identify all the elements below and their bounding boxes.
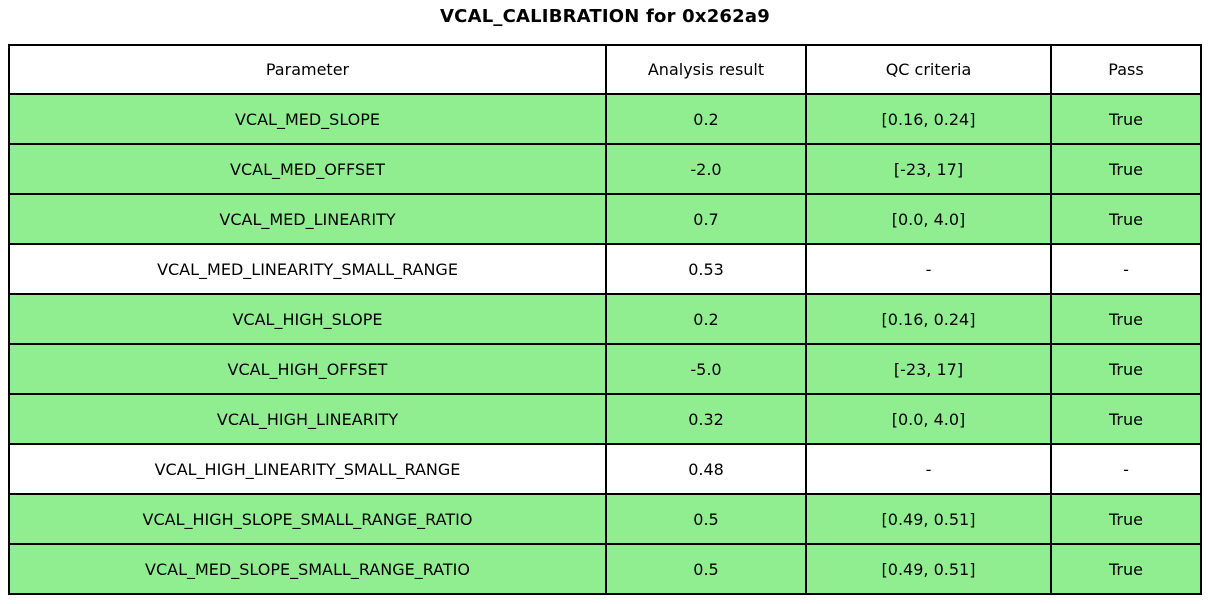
table-body: VCAL_MED_SLOPE 0.2 [0.16, 0.24] True VCA… bbox=[8, 93, 1202, 595]
cell-parameter: VCAL_MED_SLOPE bbox=[8, 93, 607, 145]
cell-qc-criteria: [0.49, 0.51] bbox=[805, 543, 1052, 595]
table-row: VCAL_MED_SLOPE 0.2 [0.16, 0.24] True bbox=[8, 93, 1202, 145]
cell-pass: True bbox=[1050, 393, 1202, 445]
cell-parameter: VCAL_MED_LINEARITY_SMALL_RANGE bbox=[8, 243, 607, 295]
qc-results-table: Parameter Analysis result QC criteria Pa… bbox=[8, 44, 1202, 595]
table-row: VCAL_MED_LINEARITY_SMALL_RANGE 0.53 - - bbox=[8, 243, 1202, 295]
table-row: VCAL_HIGH_LINEARITY_SMALL_RANGE 0.48 - - bbox=[8, 443, 1202, 495]
table-row: VCAL_MED_OFFSET -2.0 [-23, 17] True bbox=[8, 143, 1202, 195]
cell-parameter: VCAL_HIGH_SLOPE_SMALL_RANGE_RATIO bbox=[8, 493, 607, 545]
cell-pass: True bbox=[1050, 493, 1202, 545]
cell-pass: - bbox=[1050, 243, 1202, 295]
cell-analysis-result: 0.5 bbox=[605, 493, 807, 545]
col-header-pass: Pass bbox=[1050, 44, 1202, 95]
cell-parameter: VCAL_MED_LINEARITY bbox=[8, 193, 607, 245]
figure-title: VCAL_CALIBRATION for 0x262a9 bbox=[440, 6, 770, 27]
cell-analysis-result: 0.2 bbox=[605, 293, 807, 345]
cell-parameter: VCAL_HIGH_OFFSET bbox=[8, 343, 607, 395]
cell-analysis-result: 0.48 bbox=[605, 443, 807, 495]
cell-pass: True bbox=[1050, 343, 1202, 395]
cell-qc-criteria: [-23, 17] bbox=[805, 343, 1052, 395]
cell-parameter: VCAL_MED_SLOPE_SMALL_RANGE_RATIO bbox=[8, 543, 607, 595]
cell-analysis-result: 0.7 bbox=[605, 193, 807, 245]
cell-analysis-result: -2.0 bbox=[605, 143, 807, 195]
cell-analysis-result: 0.53 bbox=[605, 243, 807, 295]
cell-qc-criteria: [0.0, 4.0] bbox=[805, 193, 1052, 245]
cell-pass: True bbox=[1050, 543, 1202, 595]
cell-pass: True bbox=[1050, 293, 1202, 345]
table-row: VCAL_MED_SLOPE_SMALL_RANGE_RATIO 0.5 [0.… bbox=[8, 543, 1202, 595]
col-header-parameter: Parameter bbox=[8, 44, 607, 95]
table-row: VCAL_MED_LINEARITY 0.7 [0.0, 4.0] True bbox=[8, 193, 1202, 245]
cell-pass: - bbox=[1050, 443, 1202, 495]
col-header-analysis-result: Analysis result bbox=[605, 44, 807, 95]
cell-parameter: VCAL_HIGH_SLOPE bbox=[8, 293, 607, 345]
cell-analysis-result: 0.32 bbox=[605, 393, 807, 445]
cell-pass: True bbox=[1050, 193, 1202, 245]
cell-qc-criteria: - bbox=[805, 243, 1052, 295]
table-row: VCAL_HIGH_SLOPE 0.2 [0.16, 0.24] True bbox=[8, 293, 1202, 345]
header-row: Parameter Analysis result QC criteria Pa… bbox=[8, 44, 1202, 95]
cell-analysis-result: -5.0 bbox=[605, 343, 807, 395]
cell-parameter: VCAL_HIGH_LINEARITY bbox=[8, 393, 607, 445]
table-row: VCAL_HIGH_OFFSET -5.0 [-23, 17] True bbox=[8, 343, 1202, 395]
cell-analysis-result: 0.5 bbox=[605, 543, 807, 595]
cell-parameter: VCAL_HIGH_LINEARITY_SMALL_RANGE bbox=[8, 443, 607, 495]
cell-pass: True bbox=[1050, 93, 1202, 145]
cell-qc-criteria: [0.16, 0.24] bbox=[805, 93, 1052, 145]
cell-pass: True bbox=[1050, 143, 1202, 195]
table-row: VCAL_HIGH_SLOPE_SMALL_RANGE_RATIO 0.5 [0… bbox=[8, 493, 1202, 545]
table-row: VCAL_HIGH_LINEARITY 0.32 [0.0, 4.0] True bbox=[8, 393, 1202, 445]
cell-parameter: VCAL_MED_OFFSET bbox=[8, 143, 607, 195]
cell-qc-criteria: [0.49, 0.51] bbox=[805, 493, 1052, 545]
cell-qc-criteria: [-23, 17] bbox=[805, 143, 1052, 195]
table-header: Parameter Analysis result QC criteria Pa… bbox=[8, 44, 1202, 95]
col-header-qc-criteria: QC criteria bbox=[805, 44, 1052, 95]
cell-qc-criteria: - bbox=[805, 443, 1052, 495]
cell-analysis-result: 0.2 bbox=[605, 93, 807, 145]
cell-qc-criteria: [0.16, 0.24] bbox=[805, 293, 1052, 345]
cell-qc-criteria: [0.0, 4.0] bbox=[805, 393, 1052, 445]
